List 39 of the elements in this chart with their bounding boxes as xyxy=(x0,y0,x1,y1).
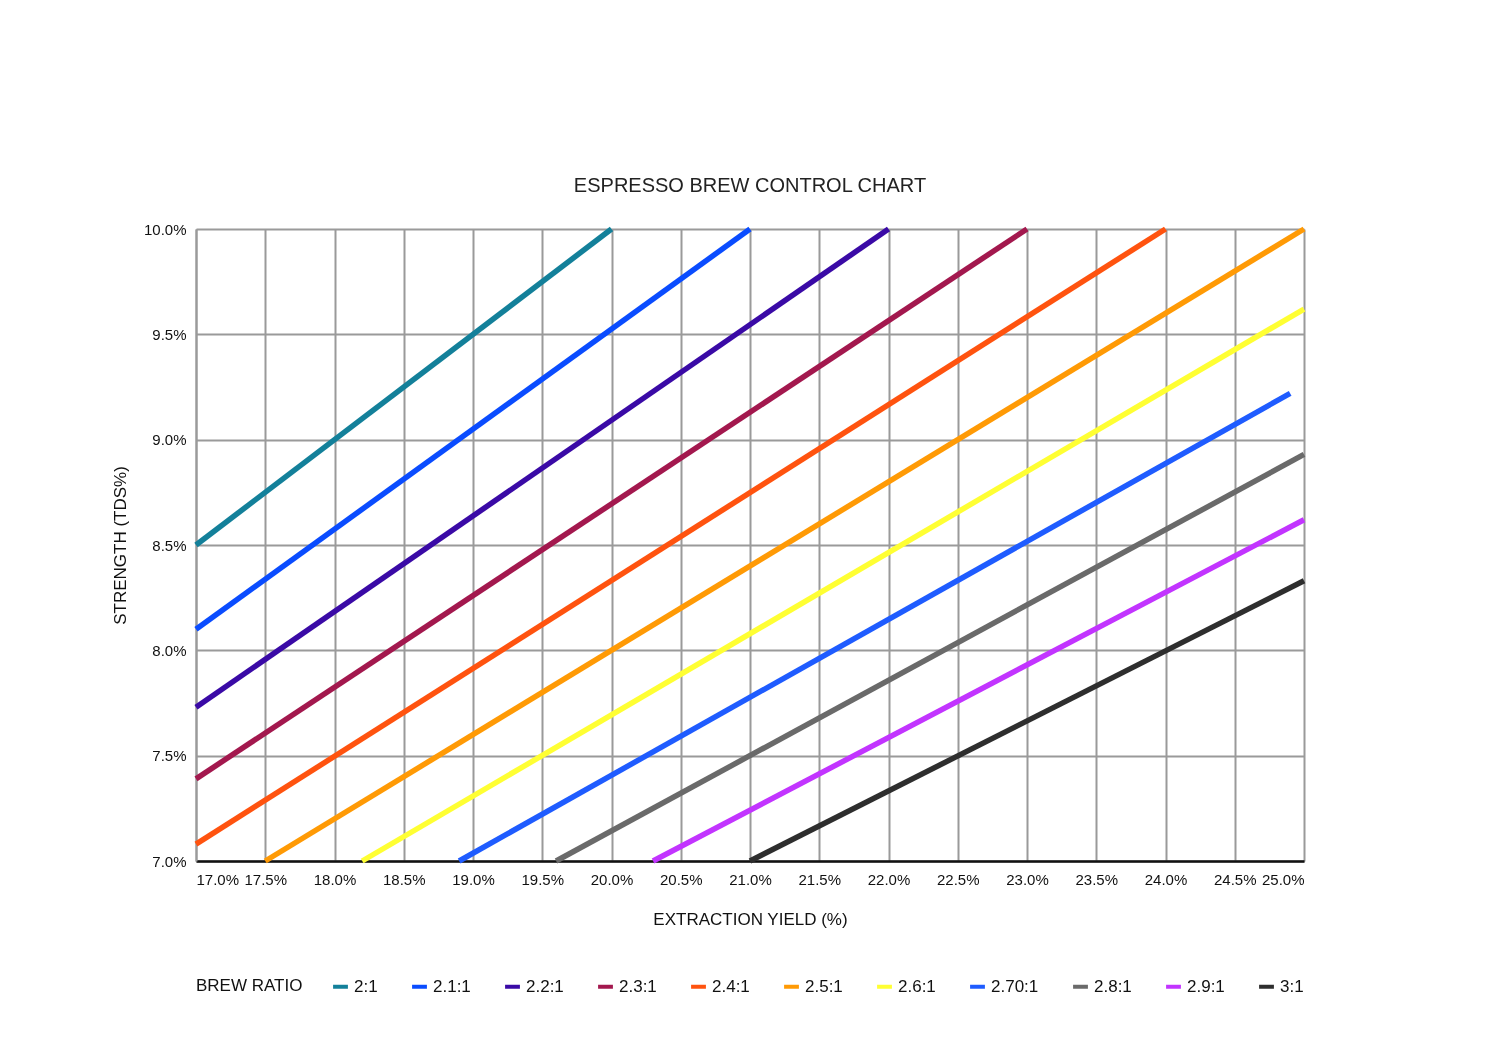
x-tick-label: 22.5% xyxy=(936,870,980,888)
y-tick-label: 7.0% xyxy=(152,852,187,870)
y-axis-title: STRENGTH (TDS%) xyxy=(110,466,130,625)
x-tick-label: 23.5% xyxy=(1075,870,1119,888)
legend-label: 2.8:1 xyxy=(1094,976,1132,996)
y-tick-label: 8.5% xyxy=(152,536,187,554)
x-tick-label: 24.0% xyxy=(1144,870,1188,888)
chart-title: ESPRESSO BREW CONTROL CHART xyxy=(573,174,927,196)
x-tick-label: 18.0% xyxy=(313,870,357,888)
legend-label: 2:1 xyxy=(354,976,378,996)
y-tick-label: 10.0% xyxy=(143,220,187,238)
legend-label: 2.4:1 xyxy=(712,976,750,996)
legend-label: 2.6:1 xyxy=(898,976,936,996)
y-tick-label: 8.0% xyxy=(152,641,187,659)
legend-label: 2.9:1 xyxy=(1187,976,1225,996)
legend-label: 2.3:1 xyxy=(619,976,657,996)
x-tick-label: 20.0% xyxy=(590,870,634,888)
legend-label: 3:1 xyxy=(1280,976,1304,996)
x-tick-label: 17.5% xyxy=(244,870,288,888)
legend-label: 2.1:1 xyxy=(433,976,471,996)
legend-label: 2.70:1 xyxy=(991,976,1039,996)
x-tick-label: 21.5% xyxy=(798,870,842,888)
x-tick-label: 24.5% xyxy=(1213,870,1257,888)
y-tick-label: 7.5% xyxy=(152,747,187,765)
x-tick-label: 17.0% xyxy=(196,870,240,888)
legend-label: 2.5:1 xyxy=(805,976,843,996)
x-tick-label: 22.0% xyxy=(867,870,911,888)
y-tick-label: 9.0% xyxy=(152,431,187,449)
legend-title: BREW RATIO xyxy=(196,976,303,995)
y-tick-label: 9.5% xyxy=(152,325,187,343)
x-tick-label: 18.5% xyxy=(382,870,426,888)
legend-label: 2.2:1 xyxy=(526,976,564,996)
x-tick-label: 20.5% xyxy=(659,870,703,888)
x-tick-label: 19.5% xyxy=(521,870,565,888)
x-tick-label: 19.0% xyxy=(452,870,495,888)
x-tick-label: 23.0% xyxy=(1006,870,1049,888)
x-tick-label: 21.0% xyxy=(729,870,772,888)
x-tick-label: 25.0% xyxy=(1261,870,1305,888)
x-axis-title: EXTRACTION YIELD (%) xyxy=(653,909,848,929)
